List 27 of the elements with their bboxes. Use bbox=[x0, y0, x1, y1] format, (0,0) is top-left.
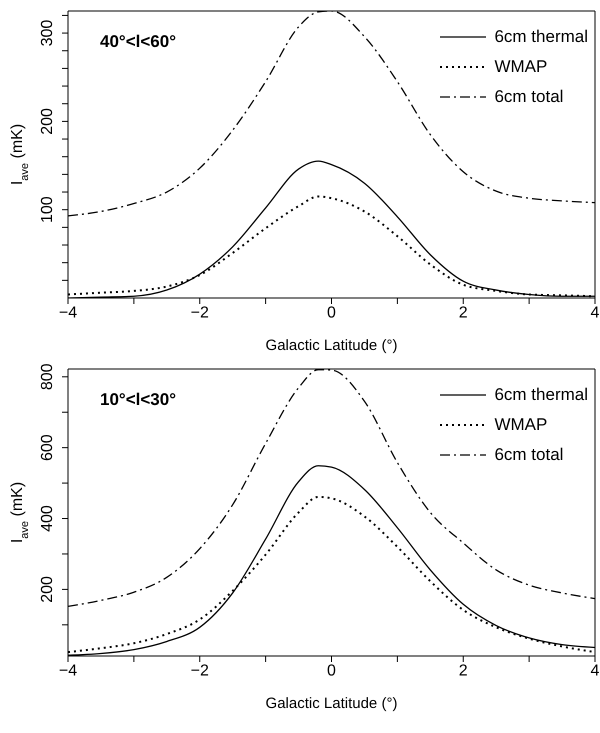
y-tick-label: 200 bbox=[39, 576, 56, 603]
x-tick-label: 0 bbox=[327, 662, 336, 680]
y-tick-label: 600 bbox=[39, 434, 56, 462]
y-tick-label: 100 bbox=[39, 196, 56, 224]
annotation: 10°<l<30° bbox=[100, 390, 176, 410]
x-tick-label: −4 bbox=[58, 662, 78, 680]
x-tick-label: −4 bbox=[58, 304, 78, 322]
x-tick-label: −2 bbox=[190, 662, 209, 680]
x-axis-title: Galactic Latitude (°) bbox=[266, 695, 398, 712]
x-tick-label: 4 bbox=[590, 662, 600, 680]
x-tick-label: 4 bbox=[590, 304, 600, 322]
x-tick-label: 2 bbox=[458, 304, 468, 322]
x-tick-label: 2 bbox=[458, 662, 468, 680]
legend-label: 6cm thermal bbox=[494, 385, 588, 405]
legend-label: 6cm total bbox=[494, 87, 564, 107]
y-tick-label: 400 bbox=[39, 505, 56, 532]
legend-label: WMAP bbox=[494, 415, 548, 435]
annotation: 40°<l<60° bbox=[100, 32, 176, 52]
legend-label: 6cm thermal bbox=[494, 27, 588, 47]
x-tick-label: −2 bbox=[190, 304, 209, 322]
legend-label: WMAP bbox=[494, 57, 548, 77]
x-axis-title: Galactic Latitude (°) bbox=[266, 337, 398, 354]
y-tick-label: 800 bbox=[39, 363, 56, 390]
x-tick-label: 0 bbox=[327, 304, 336, 322]
y-tick-label: 300 bbox=[39, 20, 56, 46]
y-tick-label: 200 bbox=[39, 108, 56, 135]
legend-label: 6cm total bbox=[494, 445, 564, 465]
